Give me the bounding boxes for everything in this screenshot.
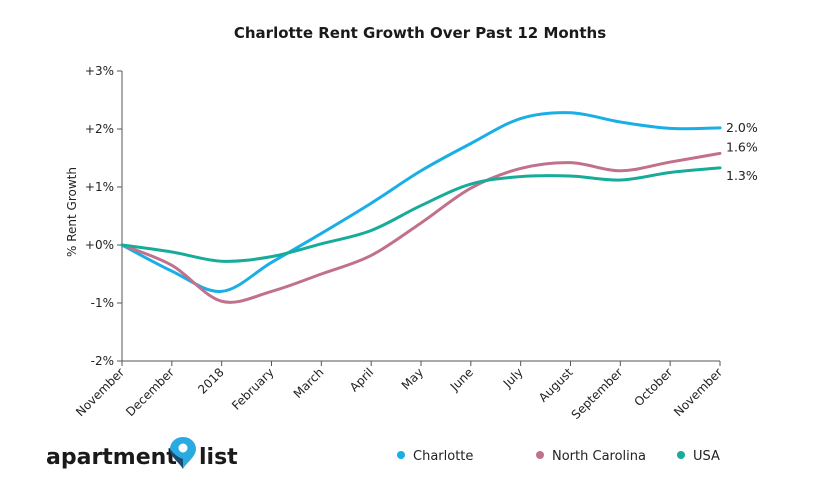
x-tick-label: February [229,365,277,413]
y-tick-label: -1% [91,296,114,310]
end-label-usa: 1.3% [726,168,758,183]
legend-marker [677,451,685,459]
series-line-charlotte [120,111,722,293]
legend-label: North Carolina [552,449,646,464]
x-tick-label: September [569,365,626,422]
apartment-list-logo: apartment list [46,437,238,470]
x-tick-label: May [399,365,426,392]
x-tick-label: March [291,365,327,401]
legend-label: USA [693,449,720,464]
x-tick-label: April [347,365,376,394]
legend: Charlotte North Carolina USA [397,449,720,464]
y-tick-label: +0% [85,238,114,252]
series-line-north-carolina [120,151,722,304]
y-tick-label: -2% [91,354,114,368]
chart-title: Charlotte Rent Growth Over Past 12 Month… [234,24,606,42]
end-label-charlotte: 2.0% [726,120,758,135]
y-tick-label: +1% [85,180,114,194]
x-tick-label: November [73,365,127,419]
legend-marker [536,451,544,459]
legend-marker [397,451,405,459]
series-lines [120,111,722,304]
legend-label: Charlotte [413,449,473,464]
x-tick-label: June [447,365,476,394]
y-axis-label: % Rent Growth [65,167,79,257]
series-line-usa [120,166,722,263]
map-pin-icon [170,437,196,469]
logo-word-apartment: apartment [46,445,177,470]
y-tick-label: +3% [85,64,114,78]
x-tick-label: July [500,365,526,391]
x-tick-label: August [536,365,576,405]
end-labels: 2.0% 1.6% 1.3% [726,120,758,183]
x-tick-label: 2018 [195,365,226,396]
x-tick-label: December [123,365,177,419]
y-tick-label: +2% [85,122,114,136]
x-tick-label: November [671,365,725,419]
logo-word-list: list [199,445,238,470]
x-tick-label: October [631,365,675,409]
end-label-north-carolina: 1.6% [726,139,758,154]
